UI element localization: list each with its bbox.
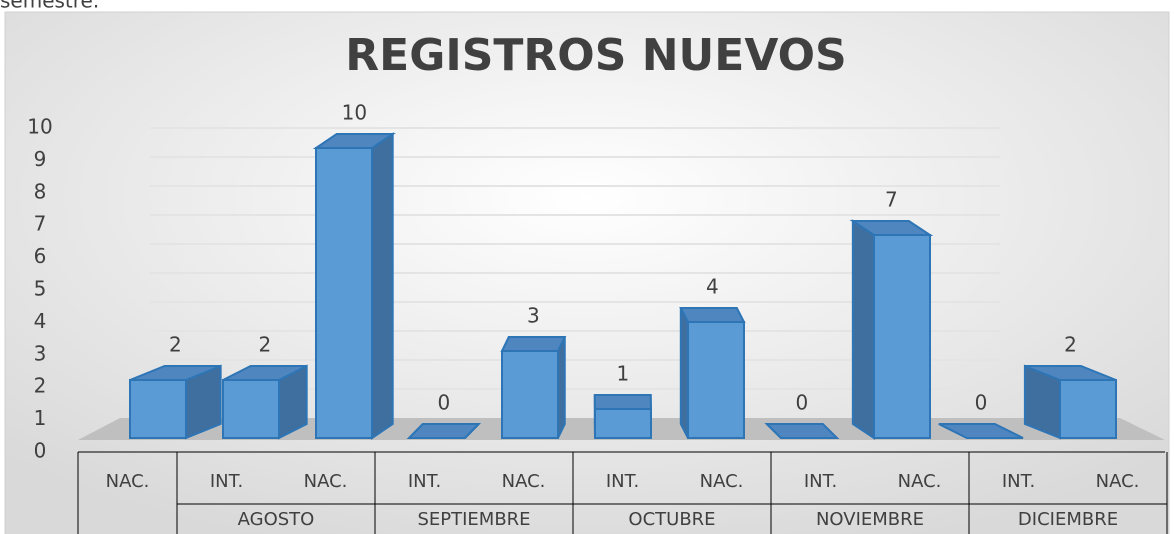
data-label: 7 [885,188,898,212]
data-label: 2 [1064,333,1077,357]
data-label: 10 [342,101,367,125]
bar-top [679,307,746,323]
bar-front [873,234,931,439]
data-label: 2 [169,333,182,357]
group-label: SEPTIEMBRE [417,509,530,530]
bar-side [851,219,875,440]
y-tick-label: 0 [34,439,47,463]
bar [593,394,653,439]
y-tick-label: 10 [27,115,52,139]
bar-front [1059,379,1117,439]
y-tick-label: 5 [34,277,47,301]
bar [764,423,840,439]
group-label: AGOSTO [238,509,315,530]
bar [1023,364,1117,440]
x-tick-label: INT. [804,471,837,492]
x-tick-label: INT. [1002,471,1035,492]
group-label: NOVIEMBRE [816,509,924,530]
x-tick-label: NAC. [1096,471,1140,492]
data-label: 4 [706,275,719,299]
x-tick-label: NAC. [898,471,942,492]
bar [406,423,482,439]
bar-front [129,379,187,439]
data-label: 0 [975,391,988,415]
bar [938,423,1024,439]
bar-front [687,321,745,439]
bar [129,364,222,440]
y-tick-label: 8 [34,179,47,203]
header-text: semestre. [0,0,99,13]
y-tick-label: 4 [34,309,47,333]
bar-side [371,132,394,440]
bar-top [406,423,482,439]
bar-front [315,147,373,439]
data-label: 2 [258,333,271,357]
bar-front [501,350,559,439]
bar [312,132,396,440]
y-tick-label: 3 [34,341,47,365]
bar [500,336,567,439]
x-tick-label: NAC. [502,471,546,492]
x-tick-label: NAC. [304,471,348,492]
bar-top [938,423,1024,439]
x-tick-label: NAC. [106,471,150,492]
x-tick-label: INT. [606,471,639,492]
bar-top [764,423,840,439]
x-tick-label: INT. [210,471,243,492]
bar [222,364,308,440]
bar-top [593,394,653,410]
group-label: DICIEMBRE [1018,509,1118,530]
data-label: 0 [437,391,450,415]
y-tick-label: 2 [34,374,47,398]
y-tick-label: 1 [34,406,47,430]
x-tick-label: NAC. [700,471,744,492]
chart-title: REGISTROS NUEVOS [345,30,846,81]
bar [679,307,746,439]
bar-top [500,336,567,352]
data-label: 1 [617,362,630,386]
y-tick-label: 9 [34,147,47,171]
bar-side [679,307,689,439]
bar-side [557,336,566,439]
x-tick-label: INT. [408,471,441,492]
bar [849,219,934,440]
y-tick-label: 6 [34,244,47,268]
bar-front [594,408,652,439]
group-label: OCTUBRE [628,509,715,530]
data-label: 0 [796,391,809,415]
y-tick-label: 7 [34,212,47,236]
data-label: 3 [527,304,540,328]
bar-front [222,379,280,439]
